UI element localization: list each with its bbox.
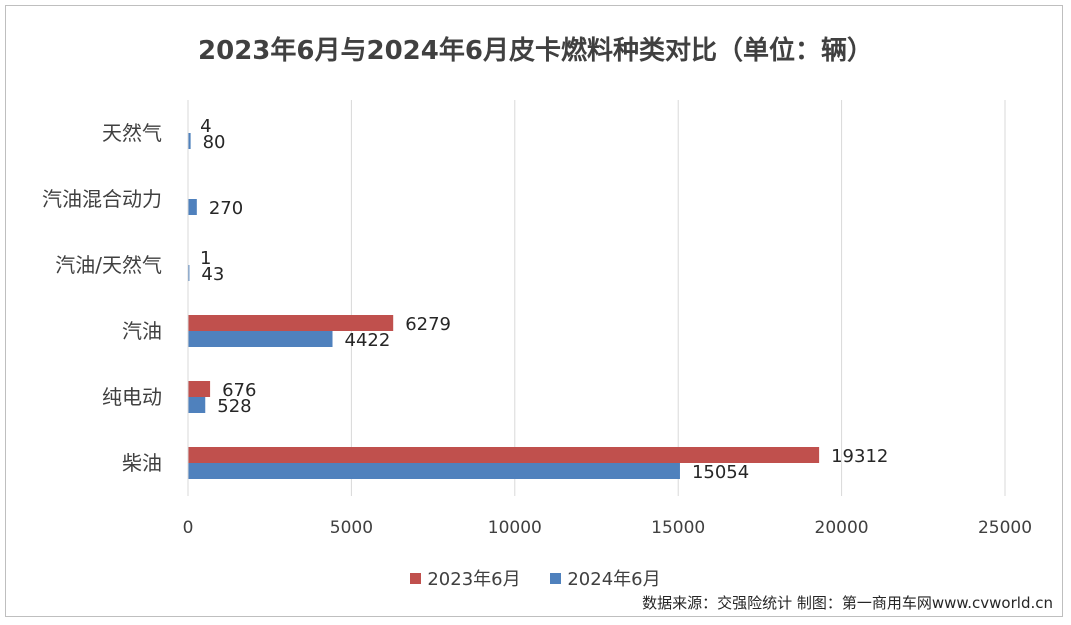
data-label: 19312 [831,446,888,467]
bar [188,315,394,331]
legend-swatch-2023 [410,572,422,584]
x-tick-label: 5000 [330,518,373,538]
category-label: 天然气 [102,121,162,145]
data-label: 15054 [692,462,749,483]
category-label: 柴油 [122,451,162,475]
legend-label-2023: 2023年6月 [427,569,521,590]
legend-item-2023: 2023年6月 [410,565,521,591]
chart-frame [5,5,1063,617]
bar [188,331,333,347]
x-tick-label: 20000 [815,518,869,538]
data-label: 6279 [405,314,451,335]
bar [188,199,197,215]
category-label: 汽油/天然气 [55,253,162,277]
data-label: 4422 [345,330,391,351]
legend-item-2024: 2024年6月 [550,565,661,591]
legend: 2023年6月 2024年6月 [0,565,1071,591]
x-tick-label: 15000 [651,518,705,538]
data-label: 270 [209,198,243,219]
data-label: 1 [200,248,211,269]
data-label: 43 [201,264,224,285]
category-label: 纯电动 [102,385,162,409]
bar [188,397,206,413]
category-label: 汽油 [122,319,162,343]
data-label: 80 [203,132,226,153]
data-label: 528 [217,396,251,417]
category-label: 汽油混合动力 [42,187,162,211]
bar [188,265,190,281]
legend-swatch-2024 [550,572,562,584]
bar [188,381,211,397]
x-tick-label: 0 [183,518,194,538]
data-label: 676 [222,380,256,401]
chart-title: 2023年6月与2024年6月皮卡燃料种类对比（单位：辆） [198,36,873,66]
bar [188,133,191,149]
bar [188,463,680,479]
data-label: 4 [200,116,211,137]
legend-label-2024: 2024年6月 [567,569,661,590]
x-tick-label: 10000 [488,518,542,538]
bar [188,447,820,463]
x-tick-label: 25000 [978,518,1032,538]
source-note: 数据来源：交强险统计 制图：第一商用车网www.cvworld.cn [642,594,1053,612]
